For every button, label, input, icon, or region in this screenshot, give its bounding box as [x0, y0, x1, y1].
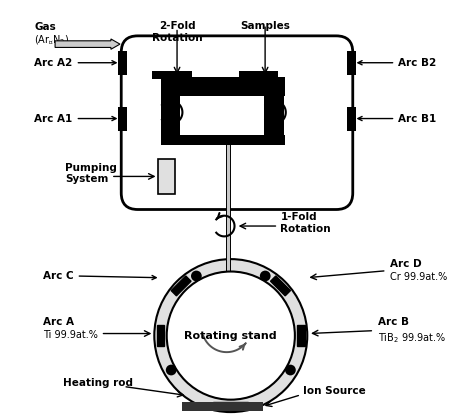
Polygon shape	[297, 325, 305, 346]
Circle shape	[166, 365, 176, 375]
Text: Ti 99.9at.%: Ti 99.9at.%	[43, 330, 98, 340]
Bar	[182, 402, 263, 411]
Text: Gas: Gas	[35, 22, 56, 32]
Polygon shape	[271, 276, 291, 296]
Text: Arc B1: Arc B1	[358, 114, 437, 124]
Text: Arc D: Arc D	[390, 259, 421, 269]
Text: Arc B: Arc B	[378, 317, 409, 327]
Bar	[226, 143, 230, 298]
Text: Arc C: Arc C	[43, 271, 156, 281]
Text: Rotating stand: Rotating stand	[184, 331, 277, 341]
Text: Ion Source: Ion Source	[303, 386, 366, 396]
Text: Samples: Samples	[240, 21, 290, 31]
Circle shape	[155, 259, 307, 412]
Bar	[161, 77, 284, 96]
Text: Arc A1: Arc A1	[35, 114, 116, 124]
Text: 1-Fold
Rotation: 1-Fold Rotation	[281, 212, 331, 234]
FancyBboxPatch shape	[121, 36, 353, 210]
Text: TiB$_2$ 99.9at.%: TiB$_2$ 99.9at.%	[378, 331, 446, 345]
Bar	[161, 94, 181, 141]
Bar	[239, 71, 278, 79]
Bar	[158, 159, 175, 194]
Circle shape	[260, 271, 271, 282]
Bar	[118, 51, 127, 75]
FancyArrow shape	[55, 39, 120, 49]
Bar	[264, 94, 284, 141]
Polygon shape	[171, 276, 191, 296]
Text: Arc A: Arc A	[43, 317, 73, 327]
Text: 2-Fold
Rotation: 2-Fold Rotation	[152, 21, 202, 43]
Text: Pumping
System: Pumping System	[65, 163, 117, 184]
Circle shape	[167, 272, 295, 400]
Text: Heating rod: Heating rod	[64, 378, 133, 388]
Text: Cr 99.9at.%: Cr 99.9at.%	[390, 272, 447, 282]
Circle shape	[191, 271, 202, 282]
Polygon shape	[157, 325, 164, 346]
Bar	[152, 71, 191, 79]
Bar	[347, 51, 356, 75]
Text: (Ar$_{\mathregular{、}}$N$_2$): (Ar$_{\mathregular{、}}$N$_2$)	[35, 34, 70, 47]
Circle shape	[285, 365, 296, 375]
Text: Arc B2: Arc B2	[358, 58, 437, 68]
Bar	[118, 106, 127, 131]
Bar	[347, 106, 356, 131]
Text: Arc A2: Arc A2	[35, 58, 116, 68]
Bar	[161, 135, 284, 145]
Polygon shape	[213, 402, 248, 410]
